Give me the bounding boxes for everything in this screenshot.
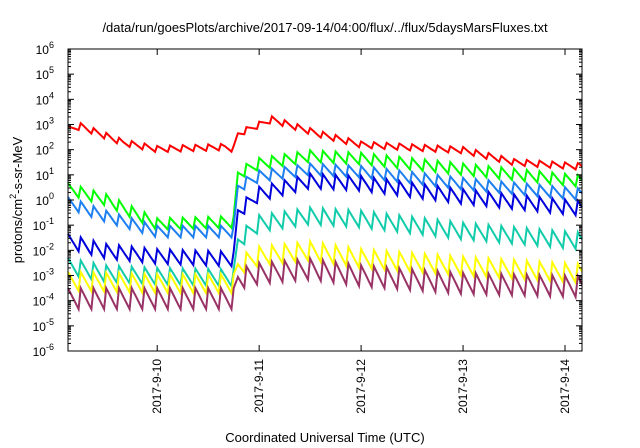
y-axis-label-sup: 2 bbox=[8, 194, 18, 199]
y-tick-label: 105 bbox=[36, 65, 54, 82]
y-tick-label: 10-6 bbox=[33, 342, 54, 359]
y-tick-base: 10 bbox=[33, 345, 47, 359]
series-line-5 bbox=[67, 204, 583, 289]
x-tick-label: 2017-9-11 bbox=[252, 359, 266, 413]
y-tick-exponent: 1 bbox=[49, 166, 54, 176]
y-tick-exponent: 3 bbox=[49, 116, 54, 126]
y-axis-label-suffix: -s-sr-MeV bbox=[10, 136, 25, 193]
y-tick-label: 10-4 bbox=[33, 292, 54, 309]
y-tick-label: 104 bbox=[36, 90, 54, 107]
x-tick-label: 2017-9-10 bbox=[150, 359, 164, 414]
y-tick-exponent: 2 bbox=[49, 141, 54, 151]
y-tick-base: 10 bbox=[33, 295, 47, 309]
y-tick-exponent: 0 bbox=[49, 191, 54, 201]
y-tick-label: 10-1 bbox=[33, 216, 54, 233]
y-tick-base: 10 bbox=[36, 93, 50, 107]
y-tick-label: 10-5 bbox=[33, 317, 54, 334]
y-axis: 10-610-510-410-310-210-11001011021031041… bbox=[33, 40, 582, 359]
y-tick-label: 10-2 bbox=[33, 241, 54, 258]
series-layer bbox=[67, 114, 583, 313]
x-tick-label: 2017-9-12 bbox=[354, 359, 368, 414]
y-tick-label: 101 bbox=[36, 166, 54, 183]
y-tick-exponent: -1 bbox=[46, 216, 54, 226]
y-tick-exponent: 5 bbox=[49, 65, 54, 75]
x-tick-label: 2017-9-13 bbox=[456, 359, 470, 414]
y-tick-base: 10 bbox=[33, 244, 47, 258]
y-axis-label-prefix: protons/cm bbox=[10, 199, 25, 263]
y-axis-label: protons/cm2-s-sr-MeV bbox=[8, 136, 25, 263]
x-axis-label: Coordinated Universal Time (UTC) bbox=[225, 430, 424, 445]
y-tick-exponent: -4 bbox=[46, 292, 54, 302]
y-tick-label: 10-3 bbox=[33, 267, 54, 284]
y-tick-label: 103 bbox=[36, 116, 54, 133]
y-tick-base: 10 bbox=[36, 119, 50, 133]
y-tick-exponent: 4 bbox=[49, 90, 54, 100]
series-line-7 bbox=[67, 254, 583, 313]
y-tick-exponent: -6 bbox=[46, 342, 54, 352]
y-tick-exponent: -2 bbox=[46, 241, 54, 251]
y-tick-base: 10 bbox=[33, 219, 47, 233]
series-line-1 bbox=[67, 114, 583, 171]
y-tick-base: 10 bbox=[33, 270, 47, 284]
y-tick-exponent: -3 bbox=[46, 267, 54, 277]
y-tick-label: 106 bbox=[36, 40, 54, 57]
y-tick-exponent: 6 bbox=[49, 40, 54, 50]
y-tick-label: 102 bbox=[36, 141, 54, 158]
y-tick-label: 100 bbox=[36, 191, 54, 208]
y-tick-exponent: -5 bbox=[46, 317, 54, 327]
y-tick-base: 10 bbox=[33, 320, 47, 334]
y-tick-base: 10 bbox=[36, 144, 50, 158]
y-tick-base: 10 bbox=[36, 43, 50, 57]
y-tick-base: 10 bbox=[36, 169, 50, 183]
y-tick-base: 10 bbox=[36, 68, 50, 82]
series-line-2 bbox=[67, 148, 583, 232]
x-axis: 2017-9-10 2017-9-11 2017-9-12 2017-9-13 2017… bbox=[150, 49, 572, 414]
y-tick-base: 10 bbox=[36, 194, 50, 208]
series-line-6 bbox=[67, 238, 583, 297]
x-tick-label: 2017-9-14 bbox=[558, 359, 572, 414]
series-line-4 bbox=[67, 171, 583, 269]
series-line-3 bbox=[67, 161, 583, 240]
chart-title: /data/run/goesPlots/archive/2017-09-14/0… bbox=[102, 20, 548, 35]
